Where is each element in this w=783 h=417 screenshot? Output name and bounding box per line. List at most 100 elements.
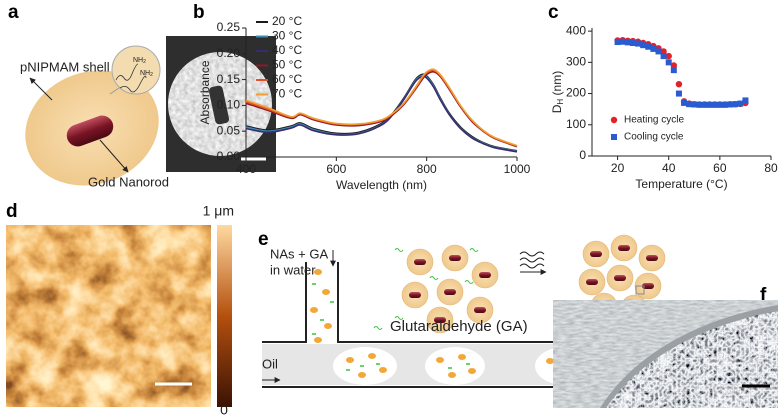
legend-label: Cooling cycle <box>624 132 684 143</box>
point <box>716 101 723 108</box>
point <box>681 99 688 106</box>
amine-sub: 2 <box>150 72 153 78</box>
y-tick-label: 0.25 <box>217 20 241 34</box>
nanorod <box>66 115 114 147</box>
arrow <box>29 77 53 101</box>
y-axis-label-part: D <box>550 104 564 113</box>
point <box>665 59 672 66</box>
zoom-box <box>635 285 645 295</box>
chart: 400 600 800 1000 0.00 0.05 0.10 0.15 0.20 0.25 Wav… <box>198 14 530 192</box>
point <box>737 100 744 107</box>
series-line <box>245 68 518 147</box>
point <box>686 101 693 108</box>
label: NAs + GA <box>270 246 328 261</box>
legend: 20 °C30 °C40 °C50 °C60 °C70 °C <box>256 14 302 101</box>
y-tick-label: 200 <box>566 86 586 100</box>
legend-swatch <box>610 116 618 124</box>
charts: 400 600 800 10000.000.050.100.150.200.25Wav… <box>198 14 778 192</box>
y-axis-label-part: (nm) <box>550 71 564 99</box>
y-tick-label: 0.20 <box>217 46 241 60</box>
arrow <box>99 139 129 173</box>
point <box>629 39 636 46</box>
x-tick-label: 1000 <box>504 162 531 176</box>
inset <box>111 45 161 95</box>
panel-label: d <box>6 201 18 222</box>
legend: Heating cycle Cooling cycle <box>610 115 684 143</box>
x-tick-label: 20 <box>611 161 625 175</box>
panel-label: c <box>548 2 559 23</box>
legend-label: 20 °C <box>272 14 302 28</box>
x-tick-label: 400 <box>236 162 256 176</box>
chart: 20 40 60 80 0 100 200 300 400 Temperature (°C) DH … <box>550 23 778 191</box>
legend-label: 40 °C <box>272 43 302 57</box>
x-tick-label: 80 <box>764 161 778 175</box>
x-tick-label: 60 <box>713 161 727 175</box>
amine: NH <box>133 57 143 64</box>
panel-a-schematic: pNIPMAM shell Gold Nanorod NH2 NH2 <box>20 45 169 189</box>
point <box>670 67 677 74</box>
point <box>727 101 734 108</box>
tem-rod <box>208 85 230 125</box>
y-tick-label: 0.15 <box>217 72 241 86</box>
legend-swatch <box>611 134 617 140</box>
panel-label: a <box>8 2 19 23</box>
y-axis-label-part: H <box>556 99 565 105</box>
label: Gold Nanorod <box>88 174 169 189</box>
point <box>742 97 749 104</box>
label: in water <box>270 262 316 277</box>
color-bar <box>217 225 232 407</box>
point <box>675 80 683 88</box>
point <box>655 48 662 55</box>
point <box>645 43 652 50</box>
y-tick-label: 0 <box>579 148 586 162</box>
colorbar-min: 0 <box>220 402 228 417</box>
droplet <box>333 347 397 385</box>
point <box>624 39 631 46</box>
point <box>640 42 647 49</box>
panel-label: b <box>193 2 205 23</box>
polymer-chain <box>115 63 147 93</box>
ga-molecules <box>373 248 479 330</box>
y-tick-label: 0.10 <box>217 98 241 112</box>
point <box>721 101 728 108</box>
x-axis-label: Wavelength (nm) <box>336 178 427 192</box>
x-tick-label: 800 <box>417 162 437 176</box>
x-tick-label: 600 <box>326 162 346 176</box>
sem-image <box>553 300 778 408</box>
y-tick-label: 0.05 <box>217 123 241 137</box>
label: Oil <box>262 356 278 371</box>
point <box>660 48 667 55</box>
legend-label: Heating cycle <box>624 115 684 126</box>
y-axis-label: DH (nm) <box>550 71 565 113</box>
label: NH2 <box>140 70 153 78</box>
label: NH2 <box>133 57 146 65</box>
colorbar-max: 1 μm <box>203 203 234 219</box>
legend-label: 30 °C <box>272 29 302 43</box>
point <box>711 101 718 108</box>
point <box>701 101 708 108</box>
afm-image: 1 μm 0 <box>6 203 234 417</box>
x-tick-label: 40 <box>662 161 676 175</box>
point <box>696 101 703 108</box>
point <box>650 45 657 52</box>
point <box>706 101 713 108</box>
droplet <box>425 347 485 385</box>
panel-label: e <box>258 229 269 250</box>
legend-label: 50 °C <box>272 58 302 72</box>
y-tick-label: 0.00 <box>217 149 241 163</box>
amine: NH <box>140 70 150 77</box>
point <box>635 40 642 47</box>
panel-label: f <box>760 285 767 306</box>
legend-label: 70 °C <box>272 87 302 101</box>
point <box>670 62 678 69</box>
y-tick-label: 300 <box>566 55 586 69</box>
y-tick-label: 100 <box>566 117 586 131</box>
point <box>614 39 621 46</box>
point <box>732 101 739 108</box>
y-axis-label: Absorbance <box>198 60 212 124</box>
point <box>619 38 626 45</box>
y-tick-label: 400 <box>566 23 586 37</box>
afm-map <box>6 225 211 407</box>
series-line <box>245 75 518 153</box>
amine-sub: 2 <box>143 59 146 65</box>
